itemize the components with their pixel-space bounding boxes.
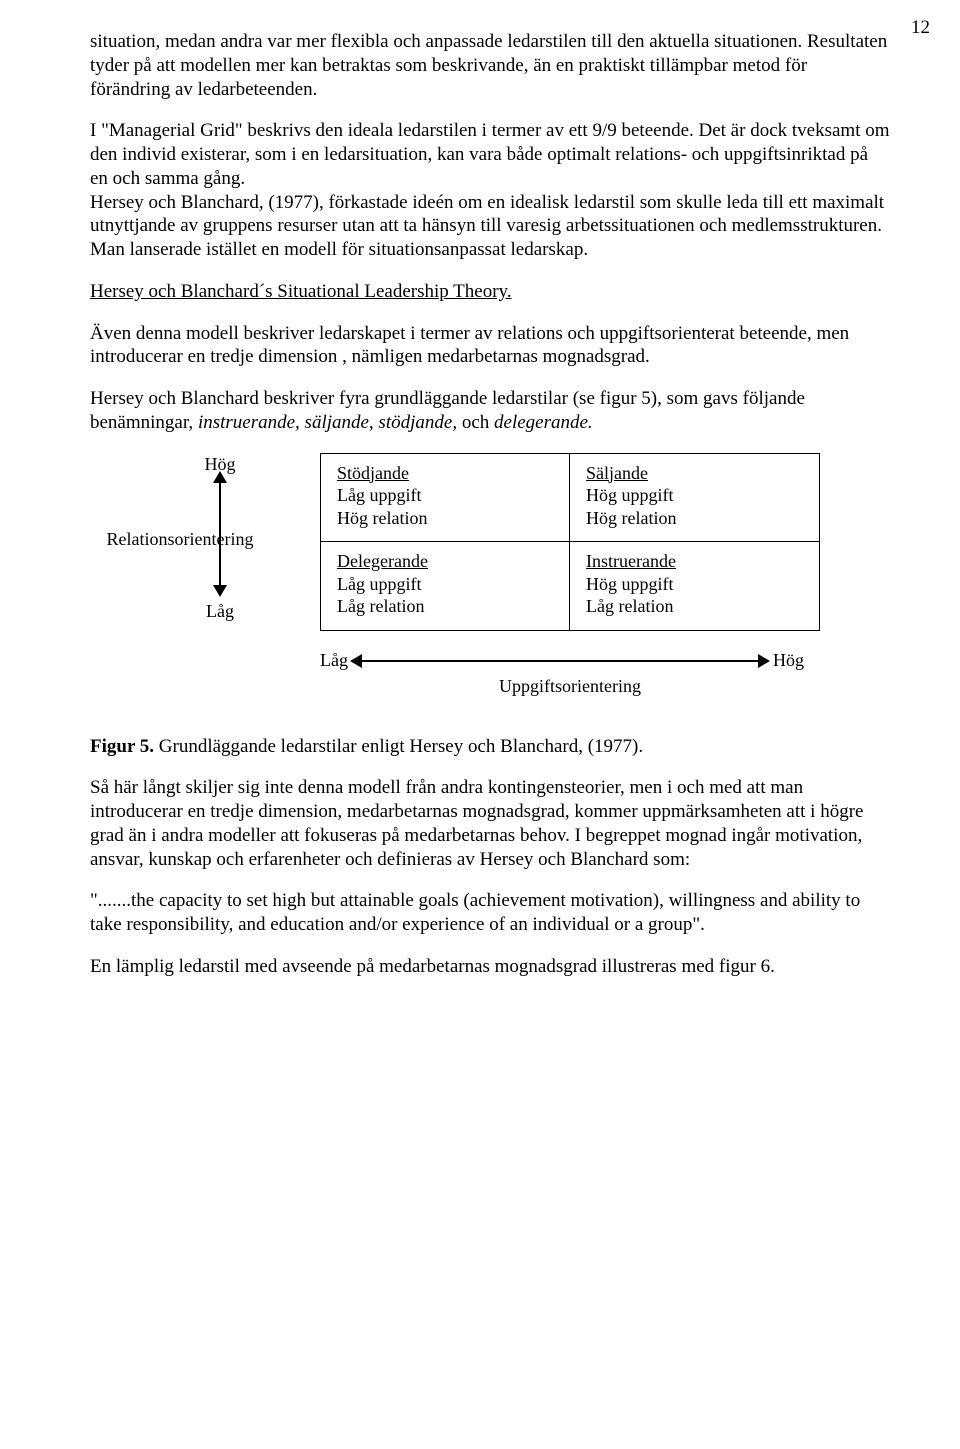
cell-delegerande: Delegerande Låg uppgift Låg relation — [321, 542, 570, 630]
cell-instruerande: Instruerande Hög uppgift Låg relation — [570, 542, 819, 630]
page-number: 12 — [911, 16, 930, 40]
cell-line: Hög relation — [337, 507, 553, 530]
quadrant-grid: Stödjande Låg uppgift Hög relation Sälja… — [320, 453, 820, 631]
caption-label: Figur 5. — [90, 736, 154, 757]
cell-line: Hög relation — [586, 507, 803, 530]
p5-text-b: och — [457, 412, 494, 433]
cell-line: Hög uppgift — [586, 573, 803, 596]
x-axis-low: Låg — [320, 650, 348, 670]
x-axis-arrow-icon — [360, 660, 760, 662]
figure-caption: Figur 5. Grundläggande ledarstilar enlig… — [90, 735, 890, 759]
x-axis-high: Hög — [773, 650, 804, 670]
x-axis-label: Uppgiftsorientering — [320, 675, 820, 698]
paragraph-2: I "Managerial Grid" beskrivs den ideala … — [90, 120, 890, 189]
paragraph-7-quote: ".......the capacity to set high but att… — [90, 889, 890, 937]
figure-5: Hög Relationsorientering Låg Stödjande L… — [90, 453, 890, 713]
cell-stodjande: Stödjande Låg uppgift Hög relation — [321, 454, 570, 542]
x-axis: Låg Hög Uppgiftsorientering — [320, 649, 890, 672]
cell-title: Instruerande — [586, 550, 803, 573]
paragraph-4: Även denna modell beskriver ledarskapet … — [90, 322, 890, 370]
paragraph-2-3: I "Managerial Grid" beskrivs den ideala … — [90, 119, 890, 262]
cell-title: Säljande — [586, 462, 803, 485]
paragraph-6: Så här långt skiljer sig inte denna mode… — [90, 776, 890, 871]
paragraph-5: Hersey och Blanchard beskriver fyra grun… — [90, 387, 890, 435]
paragraph-3: Hersey och Blanchard, (1977), förkastade… — [90, 192, 884, 261]
y-axis-low: Låg — [150, 600, 290, 623]
cell-line: Låg uppgift — [337, 573, 553, 596]
cell-title: Stödjande — [337, 462, 553, 485]
grid-row-top: Stödjande Låg uppgift Hög relation Sälja… — [321, 454, 819, 543]
p5-italic-1: instruerande, säljande, stödjande, — [198, 412, 457, 433]
cell-line: Låg relation — [586, 595, 803, 618]
paragraph-1: situation, medan andra var mer flexibla … — [90, 30, 890, 101]
cell-saljande: Säljande Hög uppgift Hög relation — [570, 454, 819, 542]
paragraph-8: En lämplig ledarstil med avseende på med… — [90, 955, 890, 979]
p5-italic-2: delegerande. — [494, 412, 593, 433]
y-axis-label: Relationsorientering — [100, 528, 260, 551]
cell-line: Låg relation — [337, 595, 553, 618]
section-heading: Hersey och Blanchard´s Situational Leade… — [90, 280, 890, 304]
caption-text: Grundläggande ledarstilar enligt Hersey … — [154, 736, 643, 757]
grid-row-bottom: Delegerande Låg uppgift Låg relation Ins… — [321, 542, 819, 630]
y-axis: Hög Relationsorientering Låg — [150, 453, 290, 643]
cell-line: Hög uppgift — [586, 484, 803, 507]
cell-line: Låg uppgift — [337, 484, 553, 507]
cell-title: Delegerande — [337, 550, 553, 573]
